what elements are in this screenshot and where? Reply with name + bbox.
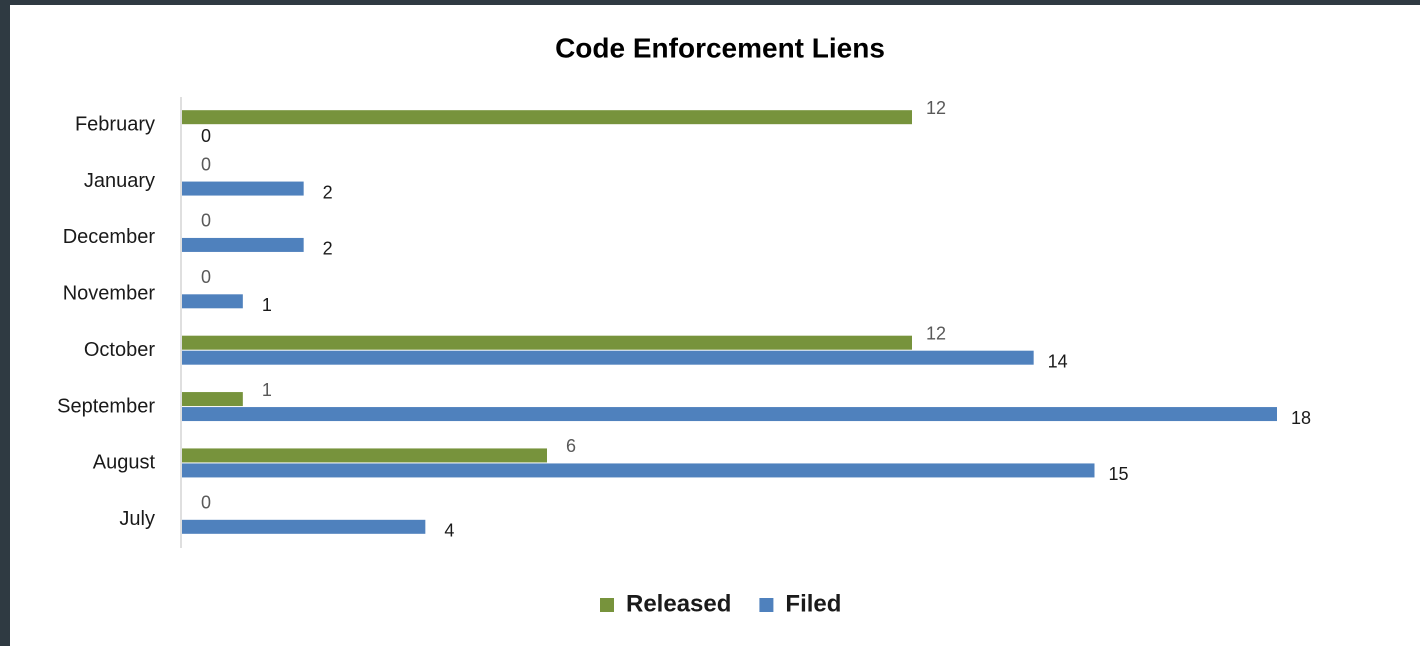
- y-tick-label: January: [84, 170, 155, 192]
- value-label: 18: [1291, 408, 1311, 428]
- y-tick-label: October: [84, 339, 155, 361]
- y-tick-label: July: [119, 508, 155, 530]
- y-tick-label: November: [63, 283, 156, 305]
- value-label: 0: [201, 493, 211, 513]
- bar: [182, 237, 304, 252]
- value-label: 15: [1108, 464, 1128, 484]
- legend-label: Released: [626, 590, 731, 617]
- value-label: 12: [926, 98, 946, 118]
- legend-label: Filed: [785, 590, 841, 617]
- bar: [182, 181, 304, 196]
- chart-panel: [10, 5, 1420, 646]
- bar: [182, 392, 243, 407]
- value-label: 2: [323, 239, 333, 259]
- value-label: 6: [566, 436, 576, 456]
- value-label: 12: [926, 323, 946, 343]
- chart-title: Code Enforcement Liens: [555, 32, 885, 63]
- legend-swatch: [600, 598, 614, 612]
- value-label: 0: [201, 126, 211, 146]
- y-tick-label: February: [75, 113, 155, 135]
- bar: [182, 294, 243, 309]
- value-label: 14: [1048, 351, 1068, 371]
- legend-swatch: [759, 598, 774, 612]
- value-label: 0: [201, 154, 211, 174]
- value-label: 1: [262, 295, 272, 315]
- y-tick-label: August: [93, 452, 156, 474]
- value-label: 1: [262, 380, 272, 400]
- bar: [182, 350, 1034, 365]
- value-label: 0: [201, 267, 211, 287]
- bar: [182, 463, 1095, 478]
- bar: [182, 335, 912, 350]
- value-label: 4: [444, 521, 454, 541]
- bar: [182, 519, 426, 534]
- bar: [182, 110, 912, 125]
- value-label: 0: [201, 211, 211, 231]
- value-label: 2: [323, 182, 333, 202]
- bar: [182, 407, 1277, 422]
- y-tick-label: September: [57, 395, 155, 417]
- bar: [182, 448, 547, 463]
- y-tick-label: December: [63, 226, 156, 248]
